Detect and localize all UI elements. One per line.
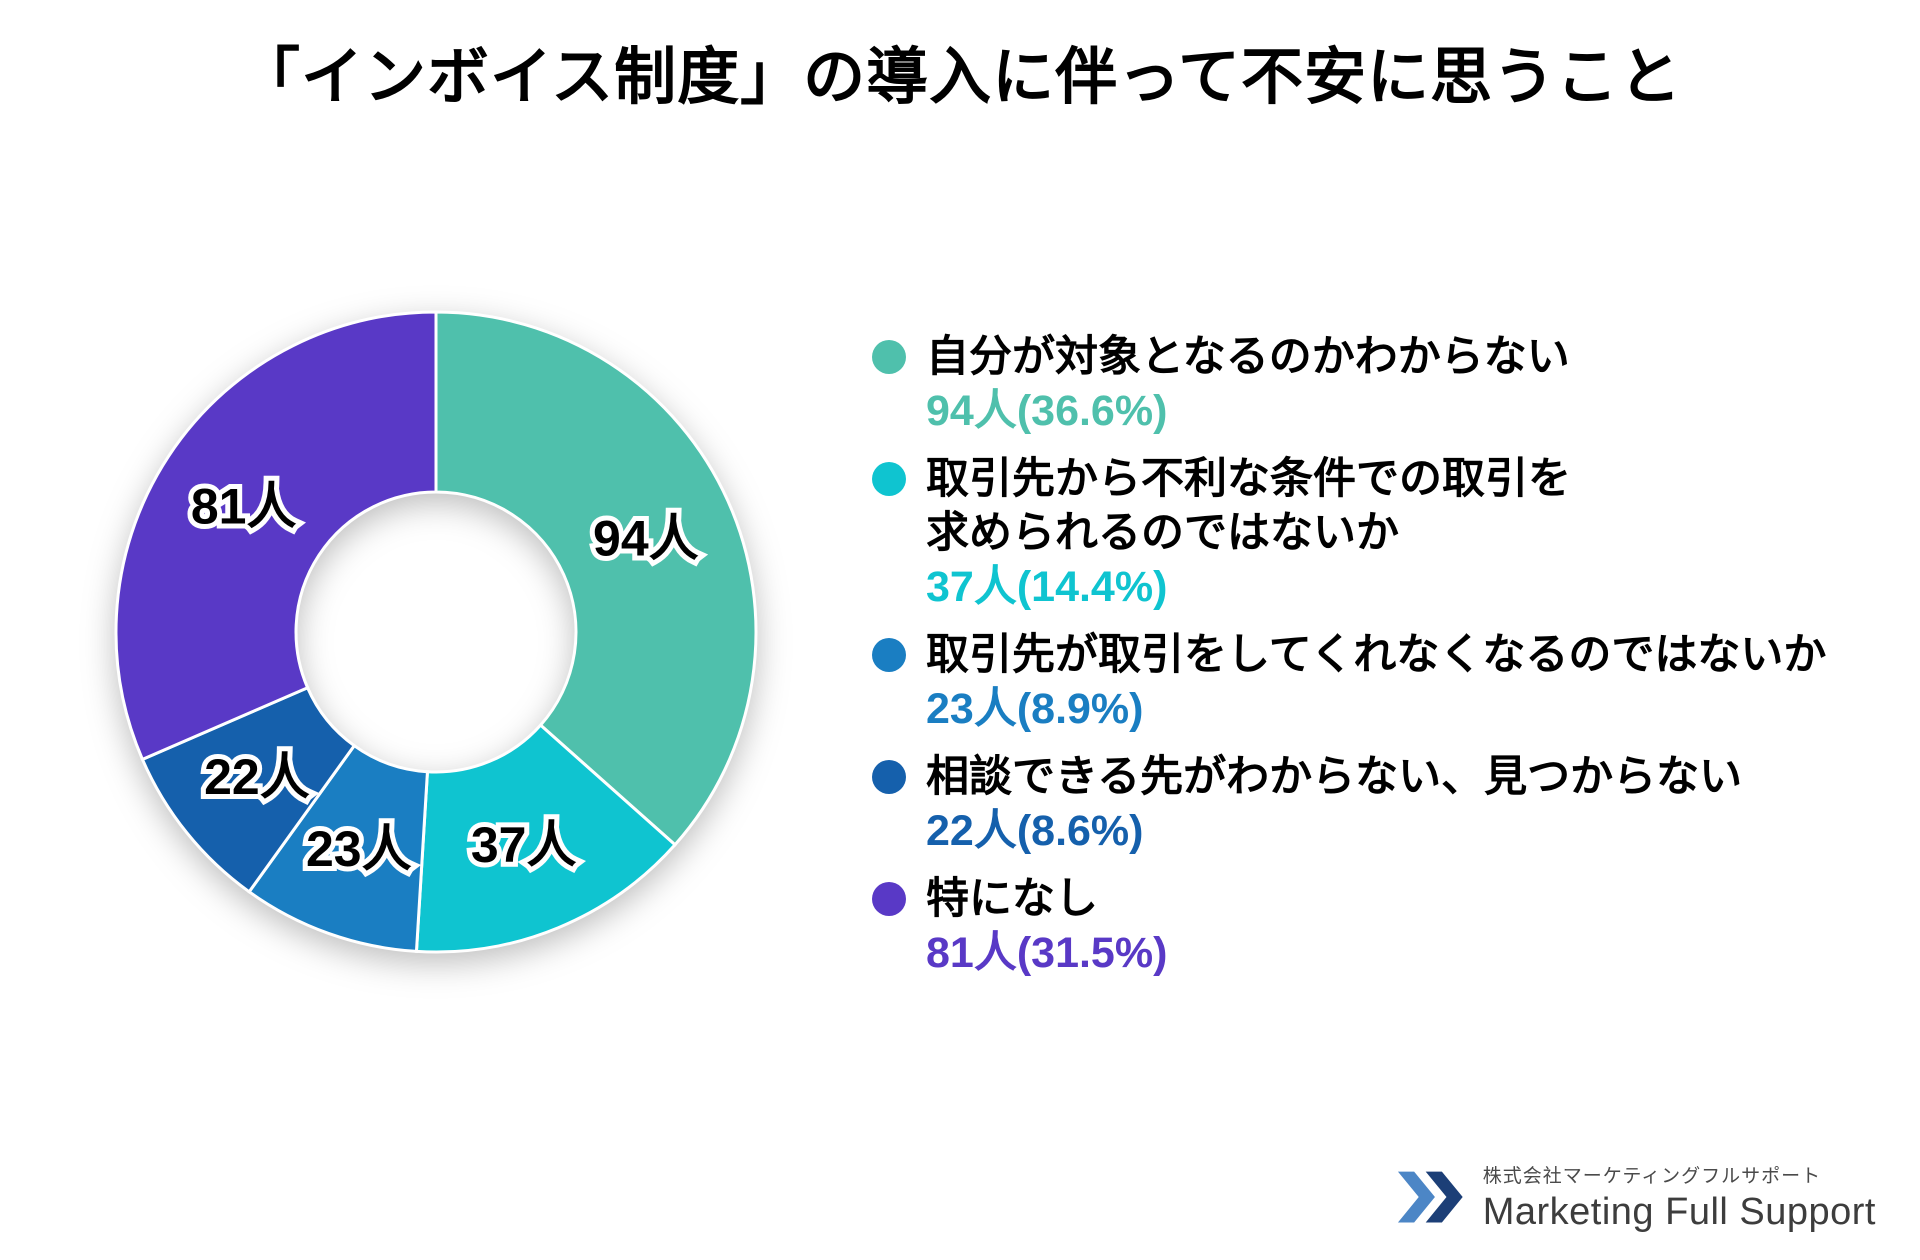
donut-slice-5 [114, 310, 438, 762]
donut-chart: 94人 37人 23人 22人 81人 [86, 282, 786, 982]
slice-label-37: 37人 [471, 817, 577, 873]
legend-text: 相談できる先がわからない、見つからない 22人(8.6%) [926, 750, 1742, 858]
legend-item-4: 相談できる先がわからない、見つからない 22人(8.6%) [872, 750, 1826, 858]
donut-slice-3 [247, 743, 430, 953]
legend-text: 自分が対象となるのかわからない 94人(36.6%) [926, 330, 1570, 438]
legend-value: 37人(14.4%) [926, 563, 1168, 611]
legend-text: 取引先が取引をしてくれなくなるのではないか 23人(8.9%) [926, 628, 1826, 736]
legend-label: 取引先から不利な条件での取引を [926, 455, 1571, 503]
page-title: 「インボイス制度」の導入に伴って不安に思うこと [237, 43, 1683, 112]
legend-text: 取引先から不利な条件での取引を 求められるのではないか 37人(14.4%) [926, 452, 1571, 614]
company-name-en: Marketing Full Support [1482, 1190, 1876, 1233]
legend-item-3: 取引先が取引をしてくれなくなるのではないか 23人(8.9%) [872, 628, 1826, 736]
legend-label: 相談できる先がわからない、見つからない [926, 753, 1743, 801]
slice-label-81: 81人 [191, 478, 297, 534]
legend-dot-icon [872, 638, 906, 672]
legend-value: 81人(31.5%) [926, 929, 1168, 977]
legend-text: 特になし 81人(31.5%) [926, 872, 1167, 980]
donut-slice-2 [414, 722, 678, 954]
slice-label-94: 94人 [593, 510, 699, 566]
legend-dot-icon [872, 462, 906, 496]
legend-value: 94人(36.6%) [926, 387, 1168, 435]
slice-label-23: 23人 [306, 821, 412, 877]
donut-chart-svg: 94人 37人 23人 22人 81人 [114, 310, 758, 954]
legend-label: 取引先が取引をしてくれなくなるのではないか [926, 631, 1827, 679]
legend-dot-icon [872, 760, 906, 794]
legend-value: 22人(8.6%) [926, 807, 1144, 855]
legend-item-1: 自分が対象となるのかわからない 94人(36.6%) [872, 330, 1826, 438]
double-chevron-diamond-logo-icon [1397, 1171, 1463, 1223]
legend-item-5: 特になし 81人(31.5%) [872, 872, 1826, 980]
legend-label: 特になし [926, 875, 1098, 923]
legend-dot-icon [872, 340, 906, 374]
legend-value: 23人(8.9%) [926, 685, 1144, 733]
footer-company-names: 株式会社マーケティングフルサポート Marketing Full Support [1483, 1161, 1876, 1234]
company-name-jp: 株式会社マーケティングフルサポート [1482, 1165, 1822, 1187]
footer-logo: 株式会社マーケティングフルサポート Marketing Full Support [1391, 1160, 1876, 1234]
chart-legend: 自分が対象となるのかわからない 94人(36.6%) 取引先から不利な条件での取引を… [872, 330, 1826, 980]
slice-label-22: 22人 [204, 749, 310, 805]
donut-slice-1 [434, 310, 758, 847]
legend-label: 求められるのではないか [926, 509, 1399, 557]
legend-label: 自分が対象となるのかわからない [926, 333, 1570, 381]
legend-dot-icon [872, 882, 906, 916]
legend-item-2: 取引先から不利な条件での取引を 求められるのではないか 37人(14.4%) [872, 452, 1826, 614]
